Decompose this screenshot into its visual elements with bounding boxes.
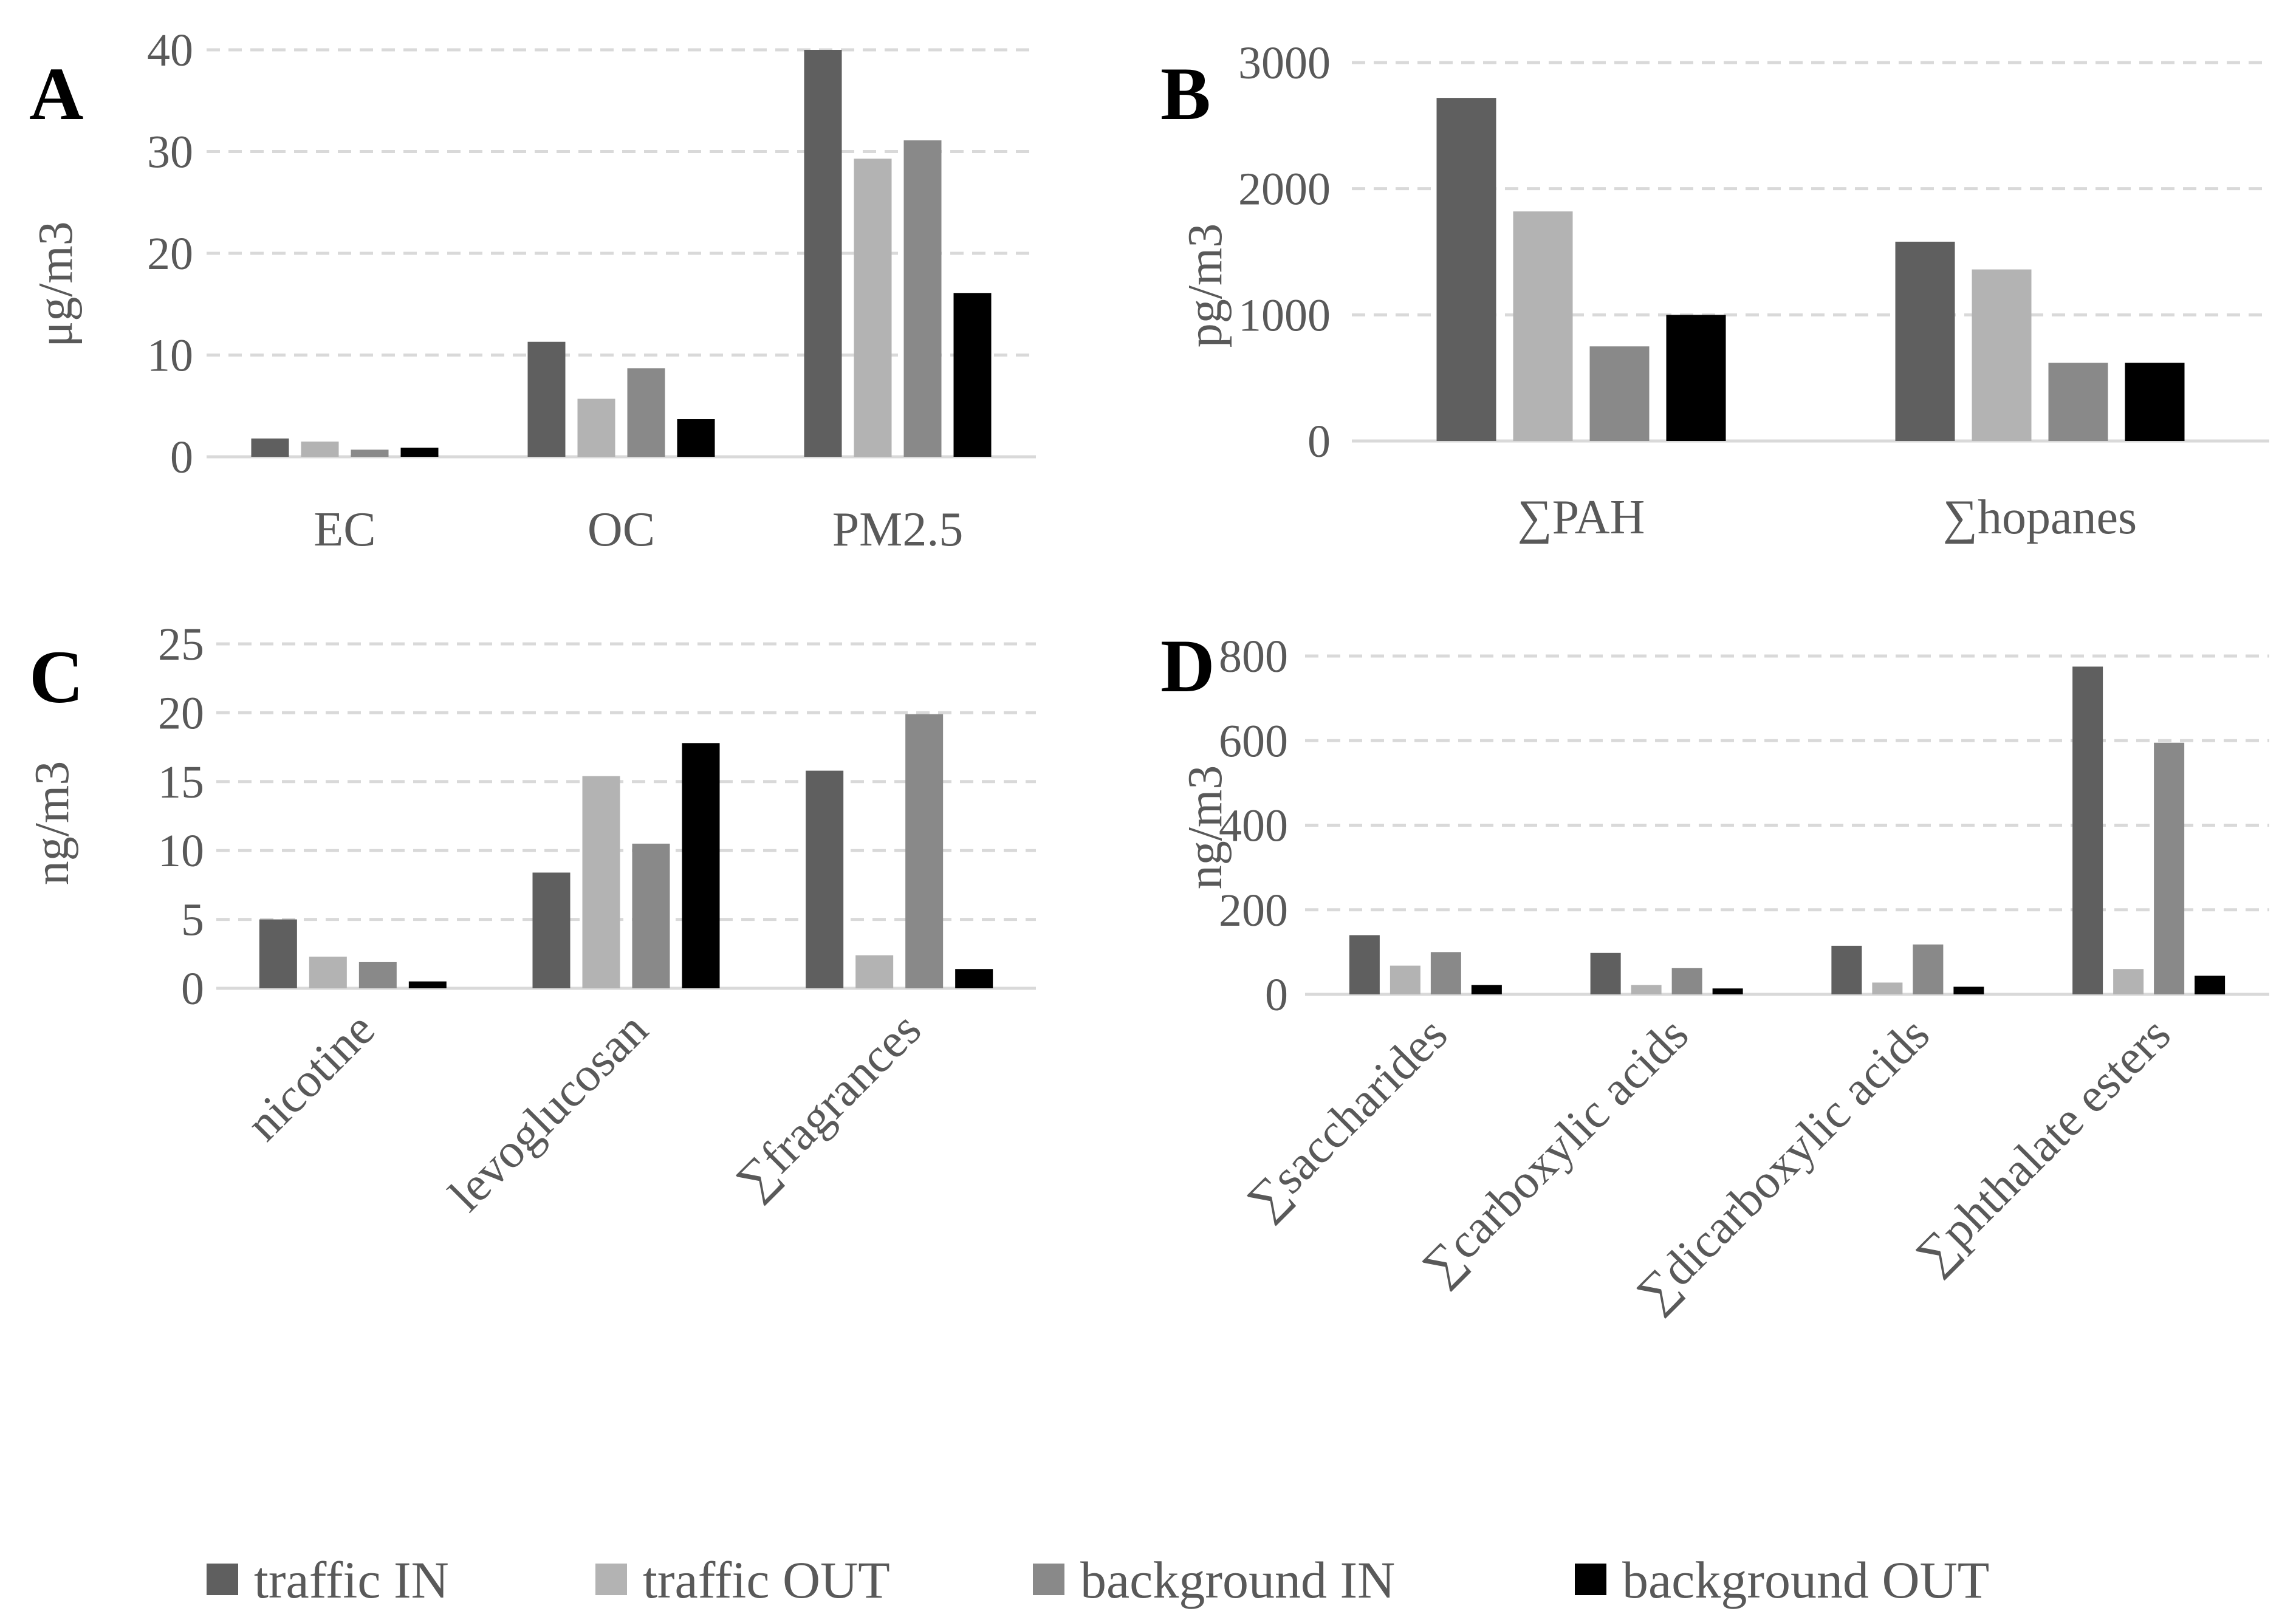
y-tick-label-a-4: 40 [147,25,193,76]
y-tick-label-c-1: 5 [181,895,204,946]
y-tick-label-b-3: 3000 [1238,38,1331,89]
bar-a-pm2-5-traffic-out [854,159,892,457]
x-category-label-a-2: PM2.5 [832,503,964,556]
bar-b-hopanes-traffic-in [1895,241,1955,441]
bar-d-carboxylic-acids-traffic-in [1590,952,1621,994]
plot-area-a: 0 10 20 30 40 EC OC PM2.5 [147,25,1036,556]
bar-c-levoglucosan-traffic-in [532,872,571,988]
legend: traffic IN traffic OUT background IN bac… [207,1551,1989,1609]
y-tick-label-c-4: 20 [158,688,204,739]
bar-c-fragrances-background-in [905,714,944,988]
y-axis-title-b: pg/m3 [1179,224,1232,347]
bar-b-hopanes-traffic-out [1972,269,2032,441]
bar-a-oc-background-out [677,419,715,457]
bar-c-fragrances-traffic-in [806,770,844,988]
y-tick-label-c-5: 25 [158,619,204,670]
y-axis-title-a: μg/m3 [29,221,83,347]
legend-swatch-background-out [1575,1564,1606,1595]
y-tick-label-c-0: 0 [181,963,204,1014]
panel-b: B pg/m3 0 1000 2000 3000 ∑PAH ∑hopanes [1160,38,2269,544]
legend-label-background-in: background IN [1080,1551,1395,1609]
legend-swatch-traffic-out [595,1564,627,1595]
y-axis-title-d: ng/m3 [1179,765,1232,889]
y-tick-label-a-3: 30 [147,127,193,178]
bar-d-saccharides-background-in [1430,952,1461,994]
bar-d-saccharides-traffic-in [1349,935,1380,994]
y-tick-label-b-2: 2000 [1238,164,1331,215]
bar-a-ec-background-out [400,447,439,457]
bar-d-carboxylic-acids-background-out [1712,988,1743,994]
bar-a-oc-traffic-in [527,341,566,457]
legend-label-traffic-out: traffic OUT [643,1551,890,1609]
y-tick-label-d-0: 0 [1265,969,1288,1020]
bar-d-carboxylic-acids-background-in [1671,968,1702,994]
y-tick-label-d-1: 200 [1219,885,1288,936]
bar-c-nicotine-traffic-in [259,919,297,988]
bar-d-dicarboxylic-acids-background-out [1953,986,1984,994]
legend-label-traffic-in: traffic IN [254,1551,449,1609]
bar-a-pm2-5-background-out [953,293,992,457]
bar-d-phthalate-esters-background-in [2154,742,2185,994]
bar-d-saccharides-background-out [1471,985,1502,994]
x-category-label-b-0: ∑PAH [1518,491,1645,544]
x-category-label-a-0: EC [314,503,375,556]
bar-a-ec-background-in [351,450,389,457]
bar-c-levoglucosan-background-out [682,743,720,988]
bar-d-phthalate-esters-traffic-out [2113,969,2144,994]
y-tick-label-d-2: 400 [1219,801,1288,852]
bar-d-dicarboxylic-acids-background-in [1913,944,1944,994]
bar-c-fragrances-background-out [955,969,993,988]
y-tick-label-c-2: 10 [158,826,204,877]
bar-b-hopanes-background-in [2048,363,2108,441]
bar-c-levoglucosan-background-in [632,843,670,988]
bar-b-pah-background-in [1589,346,1650,441]
bar-a-oc-background-in [627,368,665,457]
y-tick-label-a-2: 20 [147,228,193,279]
bar-b-pah-background-out [1666,315,1726,441]
legend-swatch-traffic-in [207,1564,238,1595]
y-tick-label-a-0: 0 [170,432,193,483]
y-tick-label-b-0: 0 [1307,416,1331,467]
bar-b-pah-traffic-out [1513,211,1573,441]
bar-d-dicarboxylic-acids-traffic-in [1831,945,1862,994]
panel-letter-a: A [29,52,84,135]
bar-c-nicotine-background-in [358,962,397,988]
y-axis-title-a-text: μg/m3 [29,221,83,347]
bar-d-phthalate-esters-traffic-in [2072,666,2103,994]
bar-a-ec-traffic-out [301,441,339,457]
y-axis-title-c-text: ng/m3 [26,761,79,885]
y-axis-title-d-text: ng/m3 [1179,765,1232,889]
legend-swatch-background-in [1033,1564,1064,1595]
x-category-label-a-1: OC [588,503,655,556]
panel-letter-d: D [1160,624,1215,708]
bar-d-carboxylic-acids-traffic-out [1631,985,1662,994]
panel-a: A μg/m3 0 10 20 30 40 EC OC PM2.5 [29,25,1036,556]
legend-label-background-out: background OUT [1622,1551,1989,1609]
x-category-label-b-1: ∑hopanes [1943,491,2137,544]
bar-c-nicotine-background-out [408,981,447,988]
bar-a-ec-traffic-in [251,438,289,457]
bar-a-oc-traffic-out [577,398,615,457]
bar-a-pm2-5-background-in [903,140,942,457]
y-axis-title-c: ng/m3 [26,761,79,885]
y-tick-label-d-4: 800 [1219,631,1288,682]
bar-d-phthalate-esters-background-out [2195,976,2226,994]
panel-letter-b: B [1160,52,1211,135]
bar-c-levoglucosan-traffic-out [582,776,620,988]
bar-c-nicotine-traffic-out [309,956,347,988]
bar-d-saccharides-traffic-out [1390,965,1420,994]
bar-c-fragrances-traffic-out [855,955,894,988]
bar-a-pm2-5-traffic-in [804,50,842,457]
plot-area-b: 0 1000 2000 3000 ∑PAH ∑hopanes [1238,38,2269,544]
y-axis-title-b-text: pg/m3 [1179,224,1232,347]
bar-b-pah-traffic-in [1436,98,1496,441]
bar-b-hopanes-background-out [2125,363,2185,441]
panel-letter-c: C [29,635,84,719]
y-tick-label-c-3: 15 [158,757,204,808]
bar-d-dicarboxylic-acids-traffic-out [1872,982,1903,994]
y-tick-label-a-1: 10 [147,330,193,381]
y-tick-label-b-1: 1000 [1238,290,1331,341]
y-tick-label-d-3: 600 [1219,716,1288,767]
